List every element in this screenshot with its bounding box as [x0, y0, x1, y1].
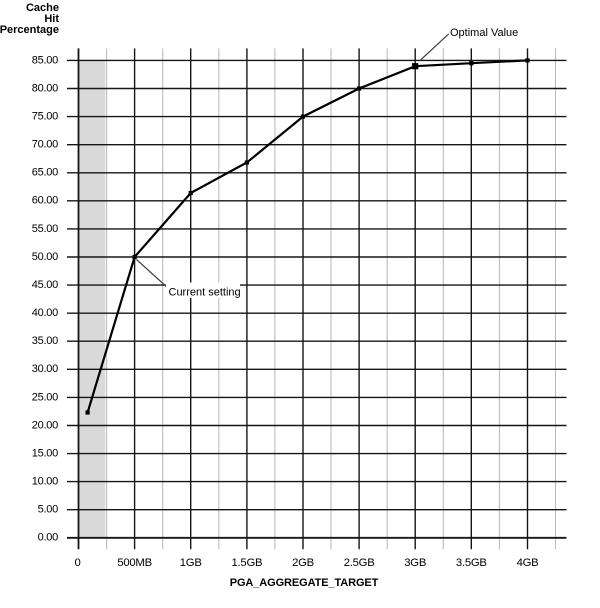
- svg-text:20.00: 20.00: [32, 419, 58, 431]
- svg-text:75.00: 75.00: [32, 111, 58, 123]
- svg-text:1.5GB: 1.5GB: [232, 557, 263, 569]
- svg-text:65.00: 65.00: [32, 167, 58, 179]
- svg-text:0.00: 0.00: [38, 532, 59, 544]
- svg-text:85.00: 85.00: [32, 54, 58, 66]
- svg-text:1GB: 1GB: [180, 557, 202, 569]
- svg-text:Current setting: Current setting: [169, 287, 241, 299]
- svg-text:25.00: 25.00: [32, 391, 58, 403]
- svg-text:15.00: 15.00: [32, 448, 58, 460]
- svg-text:0: 0: [74, 557, 80, 569]
- svg-text:40.00: 40.00: [32, 307, 58, 319]
- svg-text:30.00: 30.00: [32, 363, 58, 375]
- svg-text:Cache: Cache: [26, 2, 59, 14]
- svg-text:Hit: Hit: [44, 13, 59, 25]
- svg-text:Percentage: Percentage: [0, 24, 59, 36]
- svg-text:70.00: 70.00: [32, 139, 58, 151]
- svg-text:2.5GB: 2.5GB: [344, 557, 375, 569]
- svg-text:3GB: 3GB: [404, 557, 426, 569]
- svg-text:80.00: 80.00: [32, 82, 58, 94]
- svg-text:10.00: 10.00: [32, 476, 58, 488]
- svg-text:500MB: 500MB: [117, 557, 152, 569]
- svg-text:3.5GB: 3.5GB: [456, 557, 487, 569]
- svg-text:60.00: 60.00: [32, 195, 58, 207]
- svg-text:35.00: 35.00: [32, 335, 58, 347]
- svg-text:5.00: 5.00: [38, 504, 59, 516]
- svg-text:PGA_AGGREGATE_TARGET: PGA_AGGREGATE_TARGET: [230, 577, 379, 589]
- svg-text:2GB: 2GB: [292, 557, 314, 569]
- svg-text:Optimal Value: Optimal Value: [450, 27, 518, 39]
- svg-text:45.00: 45.00: [32, 279, 58, 291]
- svg-text:55.00: 55.00: [32, 223, 58, 235]
- svg-text:4GB: 4GB: [517, 557, 539, 569]
- svg-text:50.00: 50.00: [32, 251, 58, 263]
